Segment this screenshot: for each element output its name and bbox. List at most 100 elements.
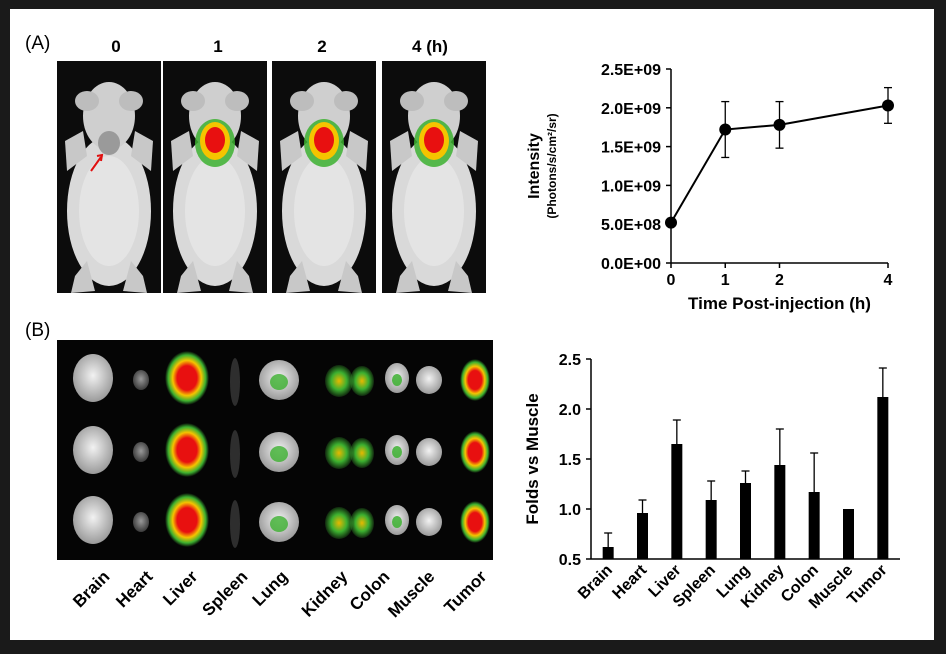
organ-colon-signal xyxy=(392,374,402,386)
mouse-paw-left xyxy=(171,131,193,171)
signal-core xyxy=(424,127,444,153)
organ-muscle xyxy=(416,366,442,394)
organ-colon-signal xyxy=(392,516,402,528)
organ-imaging-panel xyxy=(57,340,493,560)
mouse-image-3 xyxy=(382,61,486,293)
mouse-ear xyxy=(400,91,424,111)
x-tick-label: 0 xyxy=(667,272,676,289)
mouse-illustration xyxy=(390,82,478,293)
y-tick-label: 1.5 xyxy=(559,452,581,469)
mouse-foot-right xyxy=(338,261,362,293)
mouse-foot-left xyxy=(286,261,310,293)
y-tick-label: 1.0E+09 xyxy=(601,178,661,195)
signal-core xyxy=(314,127,334,153)
panel-a-label: (A) xyxy=(25,33,51,54)
organ-liver xyxy=(165,423,209,477)
bar-liver xyxy=(671,444,683,559)
tumor-arrow xyxy=(90,156,102,172)
y-axis-label: Intensity xyxy=(526,133,543,199)
series-line xyxy=(670,104,889,224)
mouse-ear xyxy=(75,91,99,111)
mouse-illustration xyxy=(280,82,368,293)
mouse-foot-right xyxy=(448,261,472,293)
mouse-paw-left xyxy=(280,131,302,171)
mouse-paw-right xyxy=(131,131,153,171)
organ-heart xyxy=(133,370,149,390)
bar-muscle xyxy=(843,509,854,559)
mouse-ear xyxy=(334,91,358,111)
organ-spleen xyxy=(230,500,240,548)
x-tick-label: Heart xyxy=(609,561,650,602)
organ-liver xyxy=(165,351,209,405)
organ-kidney xyxy=(325,507,353,539)
x-tick-label: 2 xyxy=(775,272,784,289)
mouse-foot-right xyxy=(123,261,147,293)
organ-brain xyxy=(73,496,113,544)
y-tick-label: 2.0 xyxy=(559,402,581,419)
bar-brain xyxy=(602,547,614,559)
organ-imaging-illustration xyxy=(73,351,490,548)
x-tick-label: 4 xyxy=(884,272,893,289)
bar-spleen xyxy=(705,500,717,559)
time-label-4: 4 (h) xyxy=(412,37,448,56)
organ-kidney xyxy=(350,438,374,468)
mouse-illustration xyxy=(65,82,153,293)
mouse-ear xyxy=(444,91,468,111)
y-tick-label: 5.0E+08 xyxy=(601,217,661,234)
mouse-ear xyxy=(290,91,314,111)
y-tick-label: 2.0E+09 xyxy=(601,101,661,118)
organ-brain xyxy=(73,426,113,474)
mouse-ear xyxy=(225,91,249,111)
mouse-ear xyxy=(119,91,143,111)
mouse-paw-right xyxy=(346,131,368,171)
time-label-2: 2 xyxy=(317,37,327,56)
organ-colon-signal xyxy=(392,446,402,458)
organ-kidney xyxy=(325,437,353,469)
tumor-arrowhead xyxy=(96,153,104,162)
mouse-body-highlight xyxy=(294,156,354,266)
mouse-paw-right xyxy=(456,131,478,171)
organ-lung-signal xyxy=(270,516,288,532)
mouse-body-highlight xyxy=(404,156,464,266)
organ-liver xyxy=(165,493,209,547)
mouse-body-highlight xyxy=(79,156,139,266)
mouse-image-2 xyxy=(272,61,376,293)
y-tick-label: 0.5 xyxy=(559,552,581,569)
mouse-paw-left xyxy=(390,131,412,171)
y-tick-label: 1.5E+09 xyxy=(601,140,661,157)
mouse-foot-left xyxy=(71,261,95,293)
organ-muscle xyxy=(416,508,442,536)
organ-kidney xyxy=(350,508,374,538)
mouse-foot-right xyxy=(229,261,253,293)
time-label-0: 0 xyxy=(111,37,121,56)
mouse-paw-left xyxy=(65,131,87,171)
mouse-paw-right xyxy=(237,131,259,171)
folds-bar-chart: 0.51.01.52.02.5BrainHeartLiverSpleenLung… xyxy=(523,352,900,612)
organ-brain xyxy=(73,354,113,402)
mouse-illustration xyxy=(171,82,259,293)
mouse-image-1 xyxy=(163,61,267,293)
tumor-site xyxy=(98,131,120,155)
mouse-foot-left xyxy=(177,261,201,293)
organ-heart xyxy=(133,442,149,462)
x-tick-label: Brain xyxy=(575,562,616,603)
mouse-image-0 xyxy=(57,61,161,293)
bar-lung xyxy=(740,483,751,559)
data-point xyxy=(719,123,732,136)
mouse-foot-left xyxy=(396,261,420,293)
mouse-body-highlight xyxy=(185,156,245,266)
bar-kidney xyxy=(774,465,786,559)
organ-lung-signal xyxy=(270,374,288,390)
y-tick-label: 0.0E+00 xyxy=(601,256,661,273)
organ-lung-signal xyxy=(270,446,288,462)
organ-tumor xyxy=(460,359,490,401)
y-tick-label: 2.5E+09 xyxy=(601,62,661,79)
bar-heart xyxy=(637,513,648,559)
organ-spleen xyxy=(230,430,240,478)
figure-panel: (A) (B) 0 1 2 4 (h) xyxy=(10,9,934,640)
mouse-ear xyxy=(181,91,205,111)
y-axis-label: Folds vs Muscle xyxy=(523,393,542,524)
organ-tumor xyxy=(460,431,490,473)
data-point xyxy=(773,118,786,131)
